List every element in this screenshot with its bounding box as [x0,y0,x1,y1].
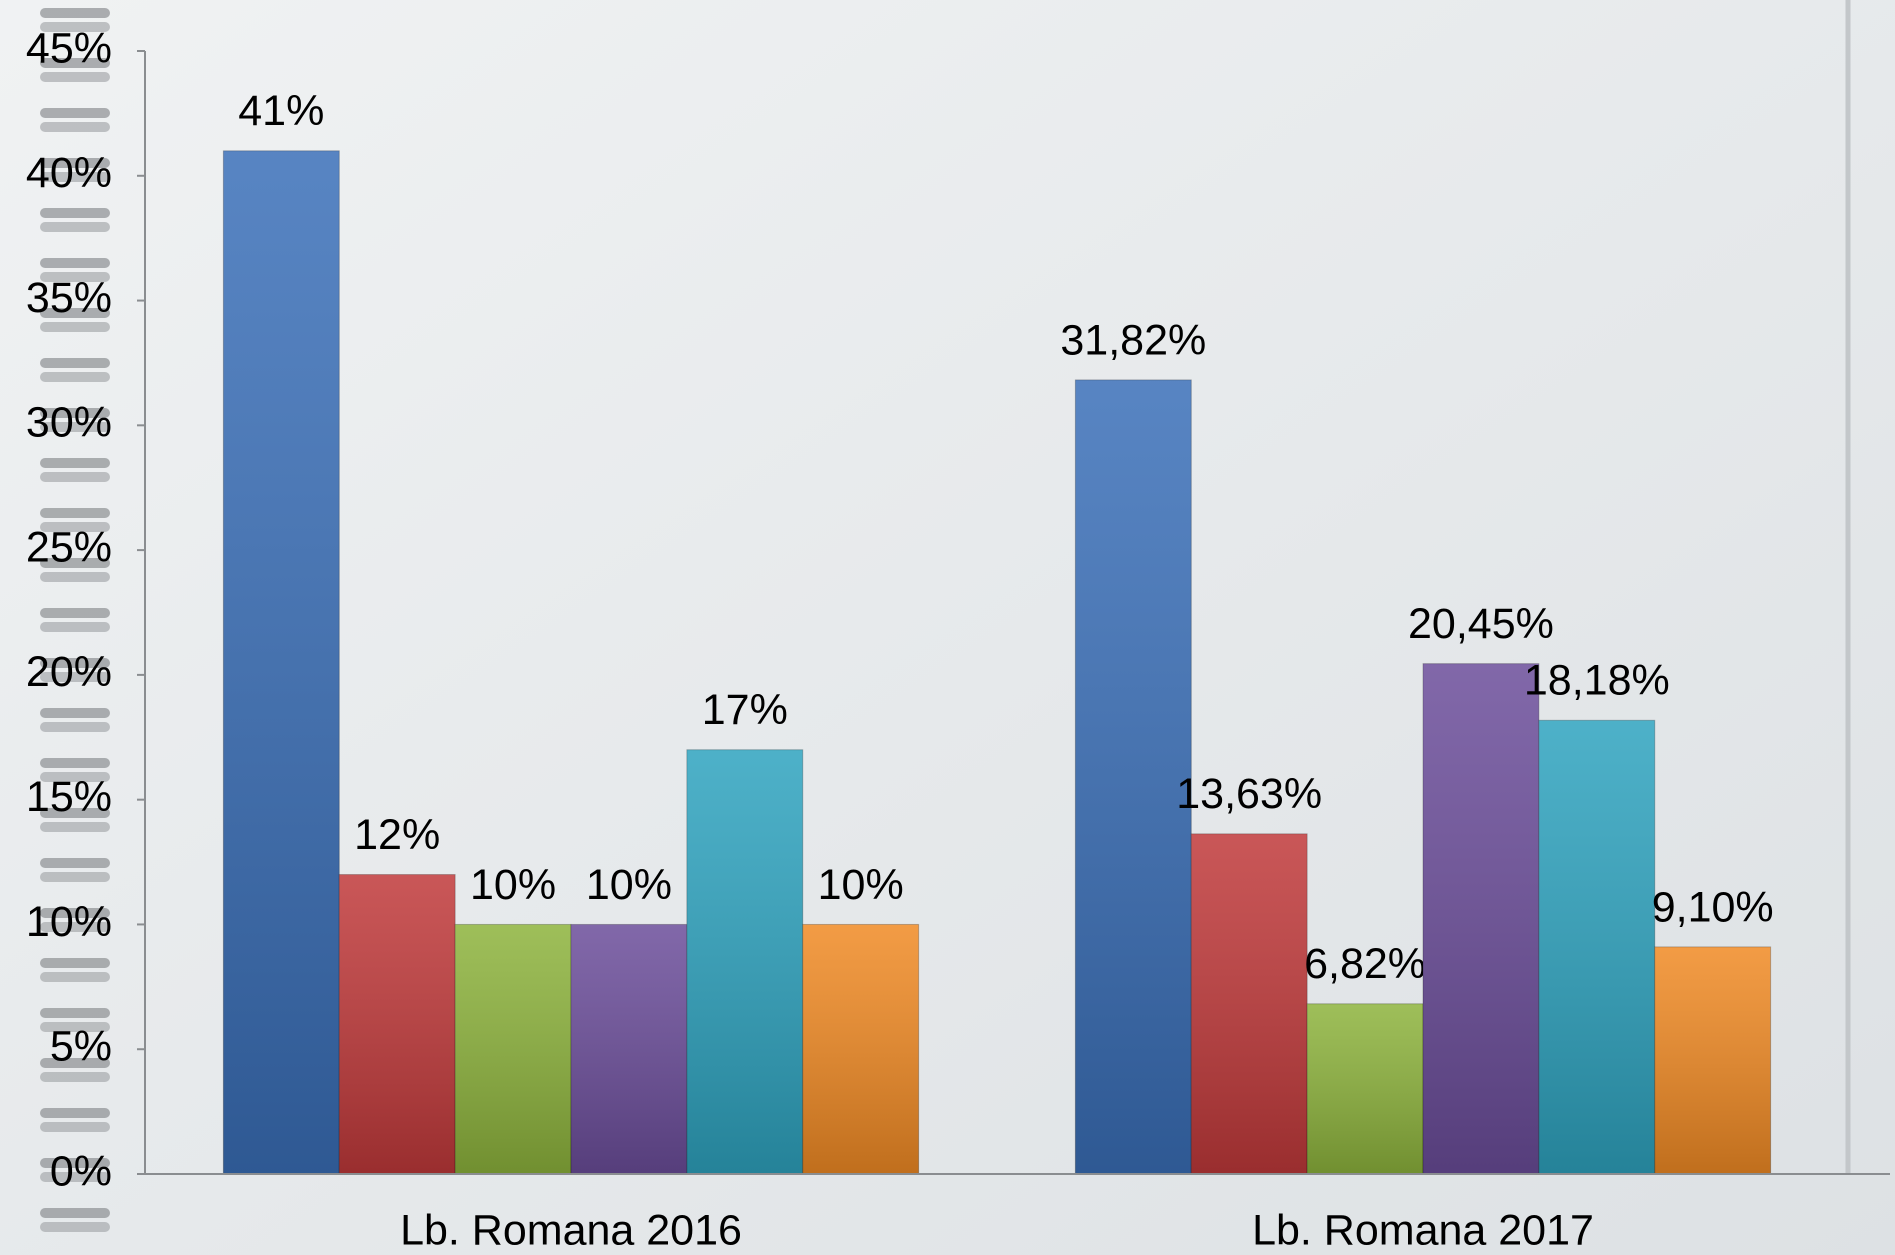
data-label: 10% [586,861,672,909]
data-label: 20,45% [1408,600,1554,648]
bar-shade [1423,664,1539,1174]
data-label: 13,63% [1176,770,1322,818]
y-tick-label: 35% [26,274,112,322]
data-label: 12% [354,811,440,859]
bar-shade [1075,380,1191,1174]
x-tick-label: Lb. Romana 2016 [400,1206,742,1254]
x-tick-label: Lb. Romana 2017 [1252,1206,1594,1254]
bar-shade [687,750,803,1174]
data-label: 17% [702,686,788,734]
y-tick-label: 30% [26,399,112,447]
data-label: 9,10% [1652,883,1774,931]
y-tick-label: 45% [26,24,112,72]
y-tick-label: 40% [26,149,112,197]
y-tick-label: 5% [50,1023,112,1071]
bar-shade [1191,834,1307,1174]
chart: 0% 5% 10% 15% 20% 25% 30% 35% 40% 45% Lb. Romana 2… [0,0,1895,1255]
y-tick-label: 20% [26,648,112,696]
y-tick-label: 15% [26,773,112,821]
data-label: 18,18% [1524,657,1670,705]
bar-shade [339,875,455,1174]
y-tick-label: 25% [26,523,112,571]
page: 0% 5% 10% 15% 20% 25% 30% 35% 40% 45% Lb. Romana 2… [0,0,1895,1255]
y-tick-label: 10% [26,898,112,946]
bar-shade [1307,1004,1423,1174]
bar-shade [455,924,571,1174]
data-label: 10% [470,861,556,909]
data-label: 41% [238,87,324,135]
data-label: 31,82% [1060,316,1206,364]
y-tick-label: 0% [50,1147,112,1195]
data-label: 6,82% [1304,940,1426,988]
bar-shade [223,151,339,1174]
bar-shade [803,924,919,1174]
data-label: 10% [818,861,904,909]
bar-shade [1655,947,1771,1174]
bar-shade [571,924,687,1174]
bar-shade [1539,720,1655,1174]
